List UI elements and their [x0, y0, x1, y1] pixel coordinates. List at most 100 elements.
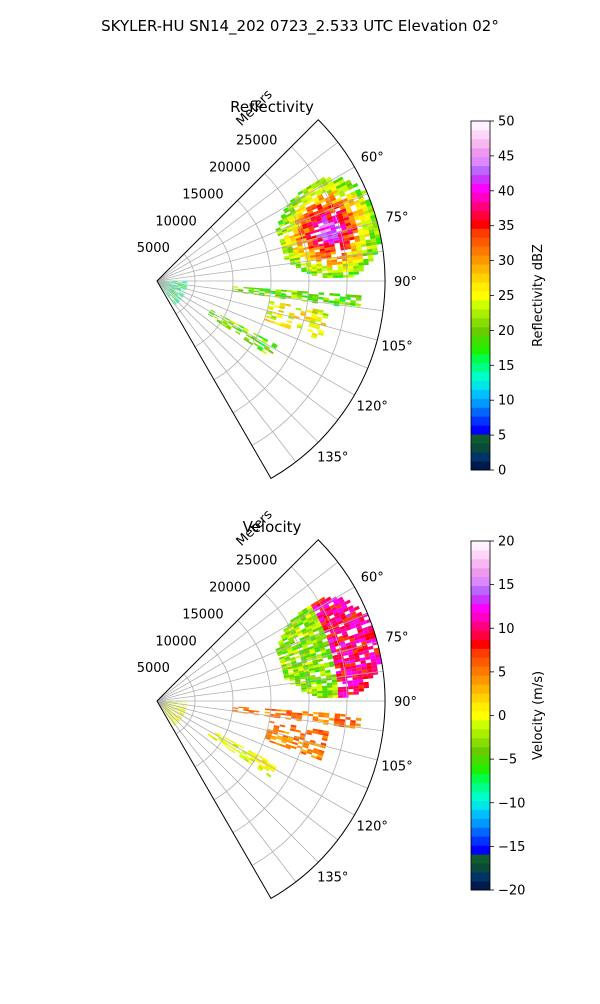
colorbar-tick-label: 5 — [498, 429, 506, 444]
colorbar-tick-label: −5 — [498, 753, 517, 768]
echo-cell — [358, 256, 364, 260]
echo-cell — [322, 686, 327, 689]
echo-cell — [324, 715, 330, 718]
azimuth-tick-label: 135° — [317, 871, 348, 886]
echo-cell — [354, 272, 359, 275]
echo-cell — [306, 687, 311, 690]
echo-cell — [328, 273, 333, 276]
echo-cell — [332, 687, 337, 690]
echo-cell — [317, 691, 322, 694]
colorbar-swatch — [471, 765, 490, 774]
range-tick-label: 20000 — [209, 581, 250, 596]
colorbar-swatch — [471, 300, 490, 309]
echo-cell — [295, 655, 301, 659]
echo-cell — [334, 716, 340, 719]
echo-cell — [327, 270, 332, 273]
echo-cell — [265, 709, 270, 711]
echo-cell — [312, 274, 317, 277]
echo-cell — [302, 713, 308, 716]
echo-cell — [356, 298, 362, 301]
colorbar-swatch — [471, 872, 490, 881]
echo-cell — [348, 263, 353, 266]
echo-cell — [269, 740, 275, 744]
echo-cell — [243, 287, 248, 289]
echo-cell — [318, 297, 324, 300]
echo-cell — [338, 270, 343, 273]
echo-cell — [329, 718, 335, 721]
echo-cell — [356, 718, 362, 721]
range-tick-label: 25000 — [236, 134, 277, 149]
echo-cell — [307, 689, 312, 692]
echo-cell — [177, 282, 182, 283]
colorbar-swatch — [471, 738, 490, 747]
echo-cell — [269, 721, 275, 724]
colorbar-swatch — [471, 836, 490, 845]
azimuth-tick-label: 120° — [357, 819, 388, 834]
colorbar-swatch — [471, 416, 490, 425]
colorbar-swatch — [471, 702, 490, 711]
echo-cell — [233, 286, 238, 288]
echo-cell — [322, 691, 327, 694]
echo-cell — [338, 267, 343, 270]
colorbar-swatch — [471, 774, 490, 783]
echo-cell — [359, 268, 364, 271]
echo-cell — [177, 702, 182, 703]
colorbar-tick-label: 10 — [498, 394, 515, 409]
sector-outline — [157, 120, 385, 479]
echo-cell — [254, 288, 259, 290]
azimuth-tick-label: 75° — [386, 631, 409, 646]
range-tick-label: 20000 — [209, 161, 250, 176]
colorbar-swatch — [471, 604, 490, 613]
colorbar-swatch — [471, 389, 490, 398]
echo-cell — [318, 715, 324, 718]
echo-cell — [333, 690, 338, 693]
sector-outline — [157, 540, 385, 899]
colorbar-tick-label: 20 — [498, 324, 515, 339]
colorbar-tick-label: 0 — [498, 464, 506, 479]
echo-cell — [332, 682, 337, 685]
colorbar-swatch — [471, 237, 490, 246]
echo-cell — [333, 275, 338, 278]
echo-cell — [238, 707, 243, 709]
echo-cell — [328, 695, 333, 698]
range-tick-label: 5000 — [137, 241, 170, 256]
colorbar-tick-label: −15 — [498, 840, 525, 855]
echo-cell — [342, 681, 347, 684]
echo-cell — [322, 268, 327, 271]
colorbar-tick-label: 0 — [498, 709, 506, 724]
echo-cell — [343, 692, 348, 695]
colorbar-swatch — [471, 121, 490, 130]
colorbar-swatch — [471, 630, 490, 639]
echo-cell — [301, 270, 306, 273]
echo-cell — [239, 745, 244, 749]
echo-cell — [353, 266, 358, 269]
echo-cell — [358, 676, 364, 680]
echo-cell — [329, 293, 335, 296]
colorbar-tick-label: 15 — [498, 359, 515, 374]
colorbar-swatch — [471, 130, 490, 139]
echo-cell — [335, 225, 341, 229]
colorbar-swatch — [471, 372, 490, 381]
echo-cell — [323, 696, 328, 699]
echo-cell — [286, 290, 292, 292]
echo-cell — [342, 261, 347, 264]
colorbar-swatch — [471, 818, 490, 827]
colorbar-swatch — [471, 639, 490, 648]
echo-cell — [178, 715, 182, 718]
echo-cell — [327, 265, 332, 268]
echo-cell — [315, 229, 321, 233]
azimuth-tick-label: 90° — [394, 695, 417, 710]
echo-cell — [337, 264, 342, 267]
echo-cell — [312, 266, 317, 269]
colorbar-swatch — [471, 675, 490, 684]
colorbar-swatch — [471, 381, 490, 390]
echo-cell — [359, 688, 364, 691]
echo-cell — [307, 310, 313, 313]
colorbar-swatch — [471, 354, 490, 363]
colorbar-swatch — [471, 881, 490, 890]
echo-cell — [254, 291, 259, 293]
colorbar-swatch — [471, 202, 490, 211]
